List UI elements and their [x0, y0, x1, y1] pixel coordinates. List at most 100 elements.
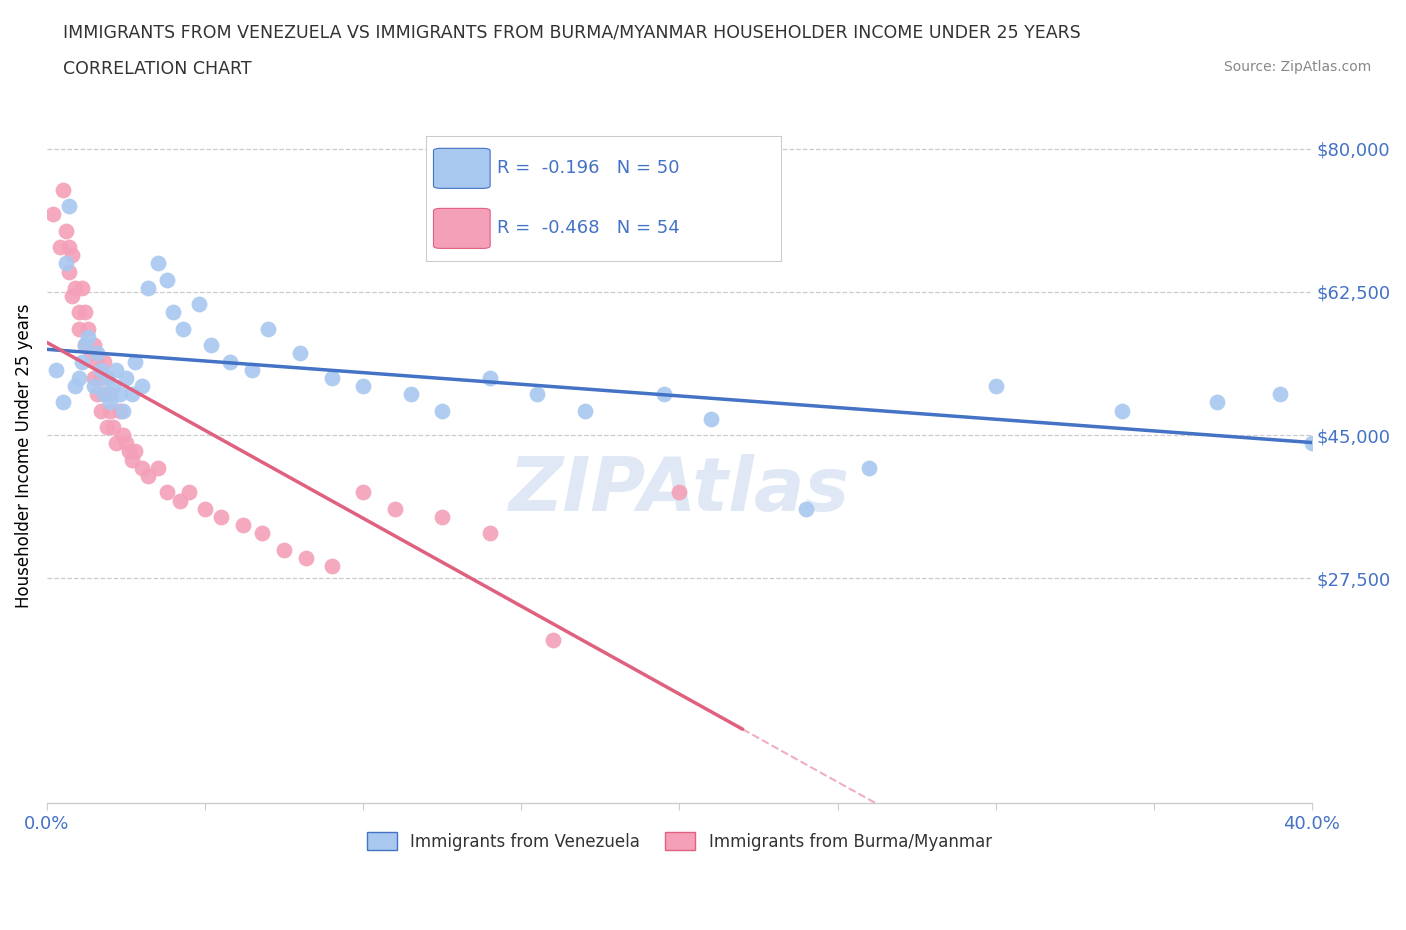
- Point: [668, 485, 690, 499]
- Point: [105, 363, 128, 378]
- Point: [321, 370, 343, 385]
- Point: [52, 182, 75, 197]
- Point: [124, 354, 146, 369]
- Point: [432, 403, 454, 418]
- Point: [399, 387, 422, 402]
- Point: [108, 403, 131, 418]
- Point: [83, 379, 105, 393]
- Point: [652, 387, 675, 402]
- Point: [48, 240, 70, 255]
- Point: [55, 256, 77, 271]
- Point: [86, 346, 108, 361]
- Point: [58, 264, 80, 279]
- Point: [73, 305, 96, 320]
- Point: [96, 419, 118, 434]
- Point: [288, 346, 311, 361]
- Text: CORRELATION CHART: CORRELATION CHART: [63, 60, 252, 78]
- Point: [111, 403, 134, 418]
- Point: [352, 379, 374, 393]
- Point: [179, 485, 201, 499]
- Point: [45, 363, 67, 378]
- Point: [90, 403, 112, 418]
- Point: [115, 436, 138, 451]
- Point: [105, 436, 128, 451]
- Point: [187, 297, 209, 312]
- Point: [55, 223, 77, 238]
- Point: [232, 518, 254, 533]
- Point: [115, 370, 138, 385]
- Point: [200, 338, 222, 352]
- Point: [111, 428, 134, 443]
- Point: [121, 387, 143, 402]
- Point: [96, 370, 118, 385]
- Point: [156, 272, 179, 287]
- Point: [478, 525, 501, 540]
- Point: [541, 632, 564, 647]
- Point: [352, 485, 374, 499]
- Point: [42, 206, 65, 221]
- Point: [257, 322, 280, 337]
- Point: [58, 199, 80, 214]
- Point: [574, 403, 596, 418]
- Point: [146, 460, 169, 475]
- Point: [136, 281, 159, 296]
- Point: [169, 493, 191, 508]
- Point: [80, 346, 103, 361]
- Point: [98, 403, 121, 418]
- Point: [90, 363, 112, 378]
- Point: [98, 387, 121, 402]
- Point: [321, 559, 343, 574]
- Point: [60, 288, 83, 303]
- Point: [209, 510, 232, 525]
- Point: [67, 370, 90, 385]
- Point: [77, 322, 100, 337]
- Point: [526, 387, 548, 402]
- Point: [83, 370, 105, 385]
- Point: [146, 256, 169, 271]
- Text: IMMIGRANTS FROM VENEZUELA VS IMMIGRANTS FROM BURMA/MYANMAR HOUSEHOLDER INCOME UN: IMMIGRANTS FROM VENEZUELA VS IMMIGRANTS …: [63, 23, 1081, 41]
- Point: [242, 363, 264, 378]
- Point: [156, 485, 179, 499]
- Point: [52, 395, 75, 410]
- Point: [136, 469, 159, 484]
- Point: [86, 354, 108, 369]
- Point: [60, 247, 83, 262]
- Point: [1270, 387, 1292, 402]
- Point: [67, 322, 90, 337]
- Point: [83, 338, 105, 352]
- Point: [86, 387, 108, 402]
- Point: [858, 460, 880, 475]
- Point: [162, 305, 184, 320]
- Point: [118, 444, 141, 458]
- Text: ZIPAtlas: ZIPAtlas: [509, 454, 851, 526]
- Point: [93, 387, 115, 402]
- Point: [478, 370, 501, 385]
- Point: [250, 525, 273, 540]
- Point: [273, 542, 295, 557]
- Point: [108, 387, 131, 402]
- Point: [70, 354, 93, 369]
- Point: [73, 338, 96, 352]
- Point: [93, 354, 115, 369]
- Y-axis label: Householder Income Under 25 years: Householder Income Under 25 years: [15, 303, 32, 608]
- Point: [172, 322, 194, 337]
- Point: [65, 379, 87, 393]
- Legend: Immigrants from Venezuela, Immigrants from Burma/Myanmar: Immigrants from Venezuela, Immigrants fr…: [360, 826, 998, 857]
- Point: [93, 387, 115, 402]
- Point: [131, 460, 153, 475]
- Point: [432, 510, 454, 525]
- Point: [67, 305, 90, 320]
- Point: [131, 379, 153, 393]
- Point: [984, 379, 1007, 393]
- Point: [70, 281, 93, 296]
- Point: [77, 329, 100, 344]
- Text: Source: ZipAtlas.com: Source: ZipAtlas.com: [1223, 60, 1371, 74]
- Point: [295, 551, 318, 565]
- Point: [58, 240, 80, 255]
- Point: [1206, 395, 1229, 410]
- Point: [124, 444, 146, 458]
- Point: [121, 452, 143, 467]
- Point: [1301, 436, 1323, 451]
- Point: [700, 411, 723, 426]
- Point: [98, 395, 121, 410]
